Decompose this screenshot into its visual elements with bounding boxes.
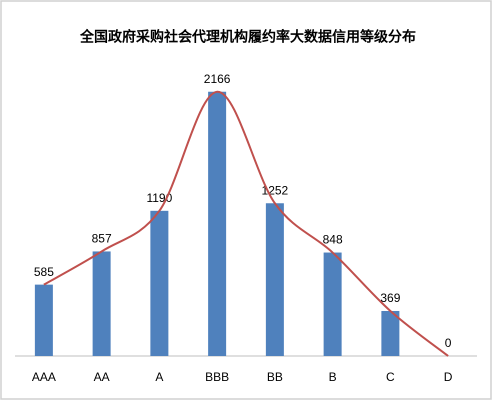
- x-tick-label: B: [329, 370, 337, 384]
- value-label: 1252: [262, 183, 289, 197]
- value-label: 1190: [146, 191, 172, 205]
- chart-title: 全国政府采购社会代理机构履约率大数据信用等级分布: [79, 29, 416, 45]
- bar: [381, 310, 400, 356]
- bar: [34, 284, 53, 356]
- trend-line: [43, 90, 449, 357]
- chart-frame: [0, 0, 492, 400]
- x-tick-label: BB: [267, 370, 283, 384]
- x-tick-label: BBB: [205, 370, 229, 384]
- value-label: 848: [323, 233, 343, 247]
- value-label: 2166: [204, 72, 231, 86]
- bar: [323, 252, 342, 356]
- x-tick-label: C: [386, 370, 395, 384]
- x-tick-label: AA: [94, 370, 110, 384]
- value-label: 857: [92, 232, 112, 246]
- x-tick-label: AAA: [32, 370, 56, 384]
- x-tick-label: D: [444, 370, 453, 384]
- bar: [265, 203, 284, 356]
- value-label: 0: [445, 336, 452, 350]
- x-tick-label: A: [155, 370, 163, 384]
- bar: [92, 251, 111, 356]
- bar: [208, 91, 227, 357]
- value-label: 585: [34, 265, 54, 279]
- bar: [150, 210, 169, 356]
- value-label: 369: [380, 291, 400, 305]
